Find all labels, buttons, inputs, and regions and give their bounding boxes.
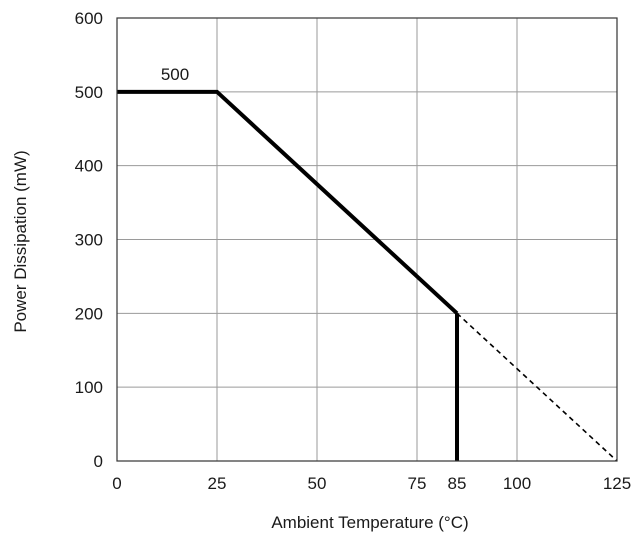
annotation-1: 500 (161, 65, 189, 84)
annotations: 500 (161, 65, 189, 84)
series-layer (117, 89, 618, 462)
series-line-1 (117, 89, 459, 315)
x-axis-title: Ambient Temperature (°C) (271, 513, 468, 532)
x-tick-label-100: 100 (503, 474, 531, 493)
series-line-3 (456, 312, 618, 462)
plot-frame (116, 17, 618, 462)
y-tick-label-500: 500 (75, 83, 103, 102)
x-tick-label-75: 75 (408, 474, 427, 493)
x-tick-label-25: 25 (208, 474, 227, 493)
y-tick-label-0: 0 (94, 452, 103, 471)
y-tick-label-400: 400 (75, 157, 103, 176)
y-tick-label-600: 600 (75, 9, 103, 28)
y-tick-labels: 0 100 200 300 400 500 600 (75, 9, 103, 471)
x-tick-label-0: 0 (112, 474, 121, 493)
gridlines (117, 18, 617, 461)
x-tick-labels: 0 25 50 75 85 100 125 (112, 474, 631, 493)
y-tick-label-200: 200 (75, 304, 103, 323)
y-tick-label-300: 300 (75, 231, 103, 250)
x-tick-label-85: 85 (448, 474, 467, 493)
x-tick-label-50: 50 (308, 474, 327, 493)
y-axis-title: Power Dissipation (mW) (11, 150, 30, 332)
x-tick-label-125: 125 (603, 474, 631, 493)
y-tick-label-100: 100 (75, 378, 103, 397)
